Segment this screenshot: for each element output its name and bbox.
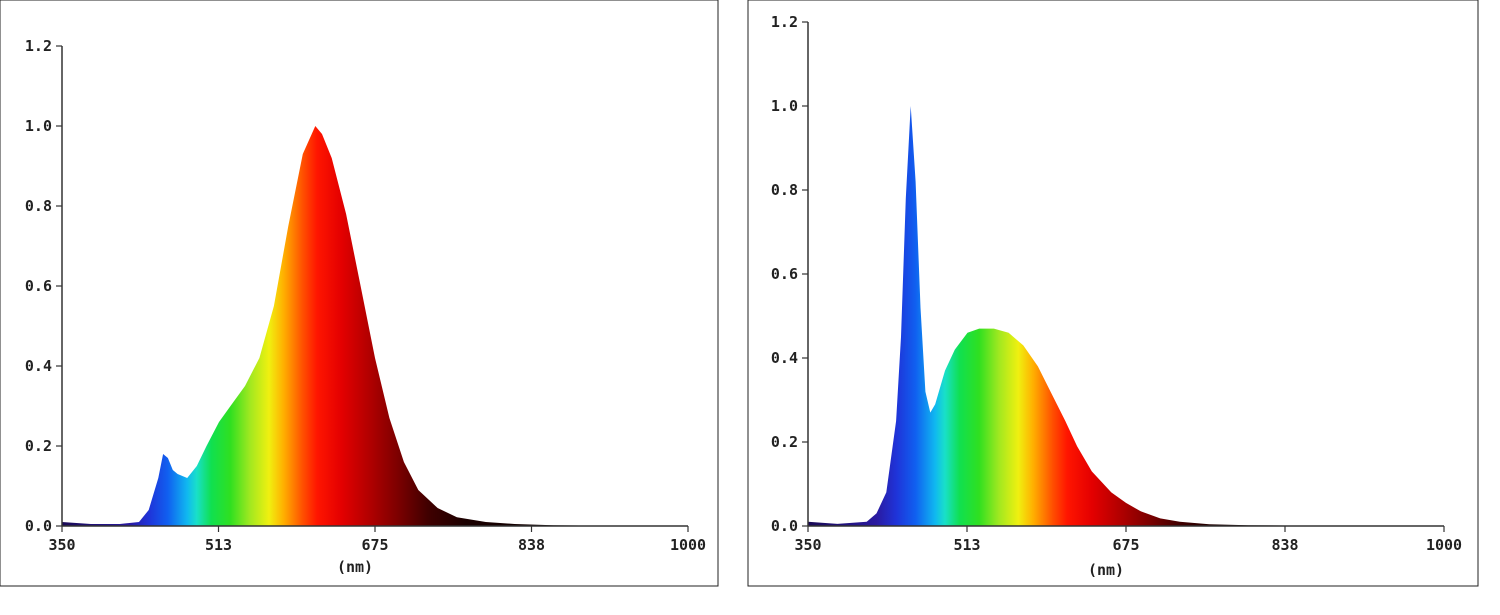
y-tick-label: 1.0	[25, 117, 52, 135]
y-tick-label: 0.6	[25, 277, 52, 295]
x-tick-label: 675	[361, 536, 388, 554]
x-tick-label: 350	[794, 536, 821, 554]
y-tick-label: 0.8	[771, 181, 798, 199]
y-tick-label: 0.2	[771, 433, 798, 451]
panel-frame	[747, 0, 1479, 587]
x-tick-label: 350	[48, 536, 75, 554]
x-axis-title: (nm)	[337, 558, 373, 576]
left-spectrum-chart: 0.0 0.2 0.4 0.6 0.8 1.0 1.2 350 513 675 838 1000 (nm…	[0, 0, 719, 587]
right-spectrum-chart: 0.0 0.2 0.4 0.6 0.8 1.0 1.2 350 513 675 838 1000 (nm…	[747, 0, 1479, 587]
x-tick-label: 513	[205, 536, 232, 554]
x-tick-label: 513	[953, 536, 980, 554]
y-tick-label: 0.4	[25, 357, 52, 375]
x-tick-label: 838	[1271, 536, 1298, 554]
y-tick-label: 0.8	[25, 197, 52, 215]
y-tick-label: 1.2	[25, 37, 52, 55]
x-tick-label: 675	[1112, 536, 1139, 554]
y-tick-label: 0.2	[25, 437, 52, 455]
x-tick-label: 838	[518, 536, 545, 554]
spectrum-area	[62, 126, 688, 526]
panel-frame	[0, 0, 719, 587]
y-tick-label: 0.6	[771, 265, 798, 283]
y-tick-label: 0.4	[771, 349, 798, 367]
y-tick-label: 0.0	[25, 517, 52, 535]
y-tick-label: 1.0	[771, 97, 798, 115]
y-tick-label: 1.2	[771, 13, 798, 31]
x-tick-label: 1000	[1426, 536, 1462, 554]
y-tick-label: 0.0	[771, 517, 798, 535]
spectrum-area	[808, 106, 1444, 526]
x-tick-label: 1000	[670, 536, 706, 554]
x-axis-title: (nm)	[1088, 561, 1124, 579]
